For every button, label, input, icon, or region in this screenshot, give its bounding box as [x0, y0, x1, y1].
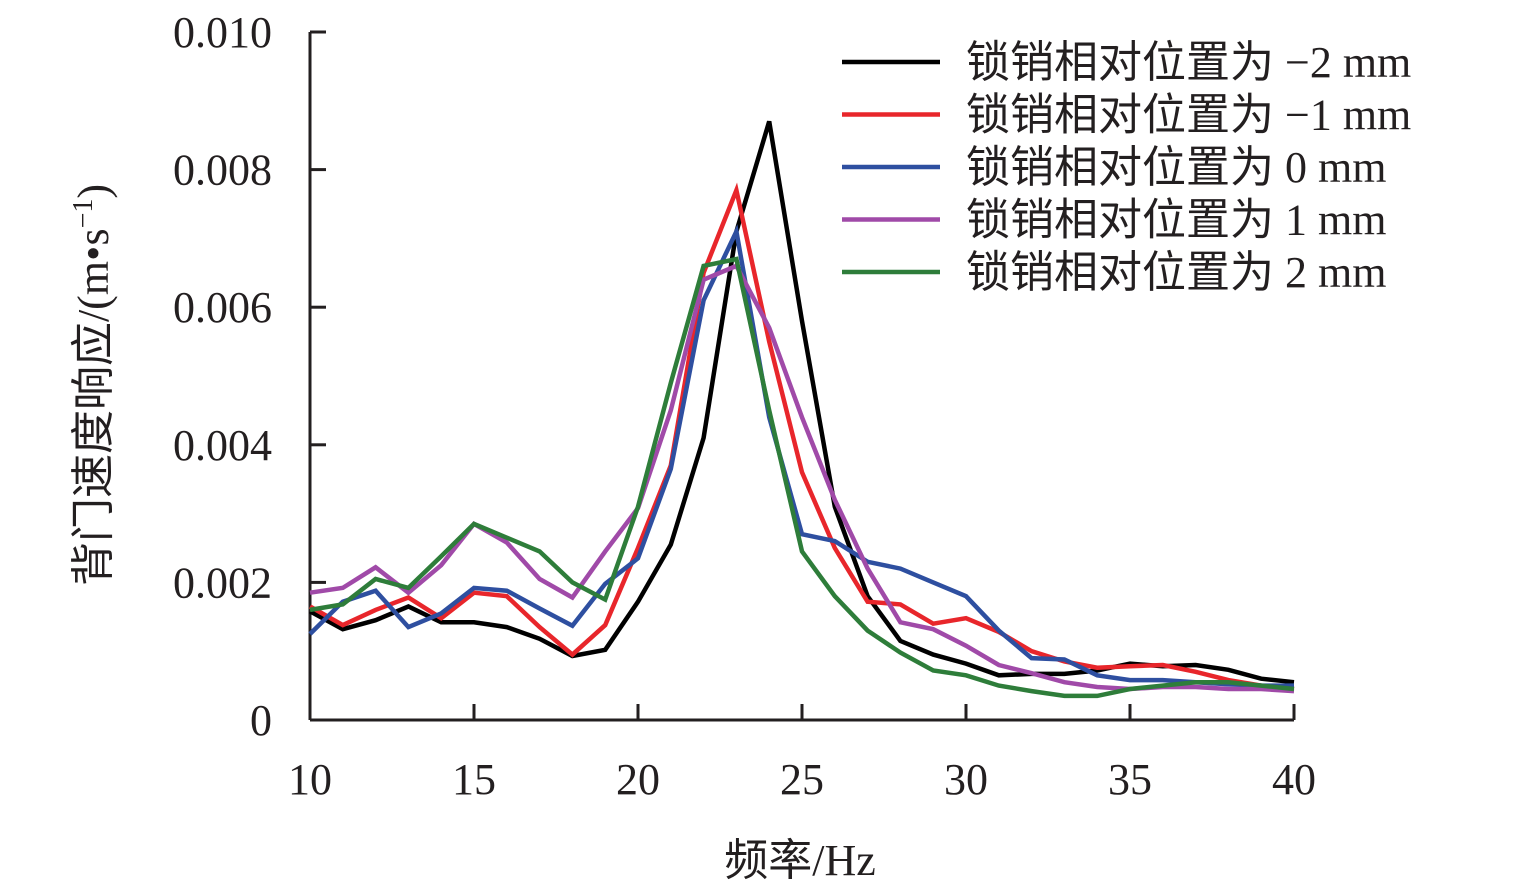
y-tick-label: 0.004 — [173, 421, 272, 470]
y-axis-label-exponent: −1 — [68, 199, 99, 229]
x-tick-label: 20 — [616, 755, 660, 804]
series-line-5 — [309, 256, 1295, 699]
y-tick-label: 0.002 — [173, 558, 272, 607]
y-tick-label: 0.006 — [173, 283, 272, 332]
legend-label: 锁销相对位置为 1 mm — [966, 196, 1386, 245]
x-tick-label: 40 — [1272, 755, 1316, 804]
x-tick-label: 10 — [288, 755, 332, 804]
legend-label: 锁销相对位置为 −2 mm — [966, 38, 1411, 87]
y-axis-label-close: ) — [69, 184, 118, 199]
x-axis-label: 频率/Hz — [724, 836, 876, 885]
legend-label: 锁销相对位置为 0 mm — [966, 143, 1386, 192]
y-axis-label-main: 背门速度响应/(m•s — [69, 228, 118, 586]
y-tick-label: 0.008 — [173, 146, 272, 195]
y-tick-label: 0.010 — [173, 8, 272, 57]
x-tick-label: 25 — [780, 755, 824, 804]
axes: 0 0.002 0.004 0.006 0.008 0.010 10 15 20 25 30 35 40 — [173, 8, 1316, 804]
series-layer — [308, 120, 1295, 699]
series-line-3 — [308, 224, 1294, 688]
x-tick-label: 15 — [452, 755, 496, 804]
series-line-1 — [308, 120, 1295, 685]
y-tick-label: 0 — [250, 696, 272, 745]
legend-label: 锁销相对位置为 2 mm — [966, 248, 1386, 297]
x-tick-label: 35 — [1108, 755, 1152, 804]
x-tick-label: 30 — [944, 755, 988, 804]
series-line-2 — [308, 182, 1295, 692]
legend-label: 锁销相对位置为 −1 mm — [966, 91, 1411, 140]
y-axis-label: 背门速度响应/(m•s−1) — [68, 184, 118, 586]
